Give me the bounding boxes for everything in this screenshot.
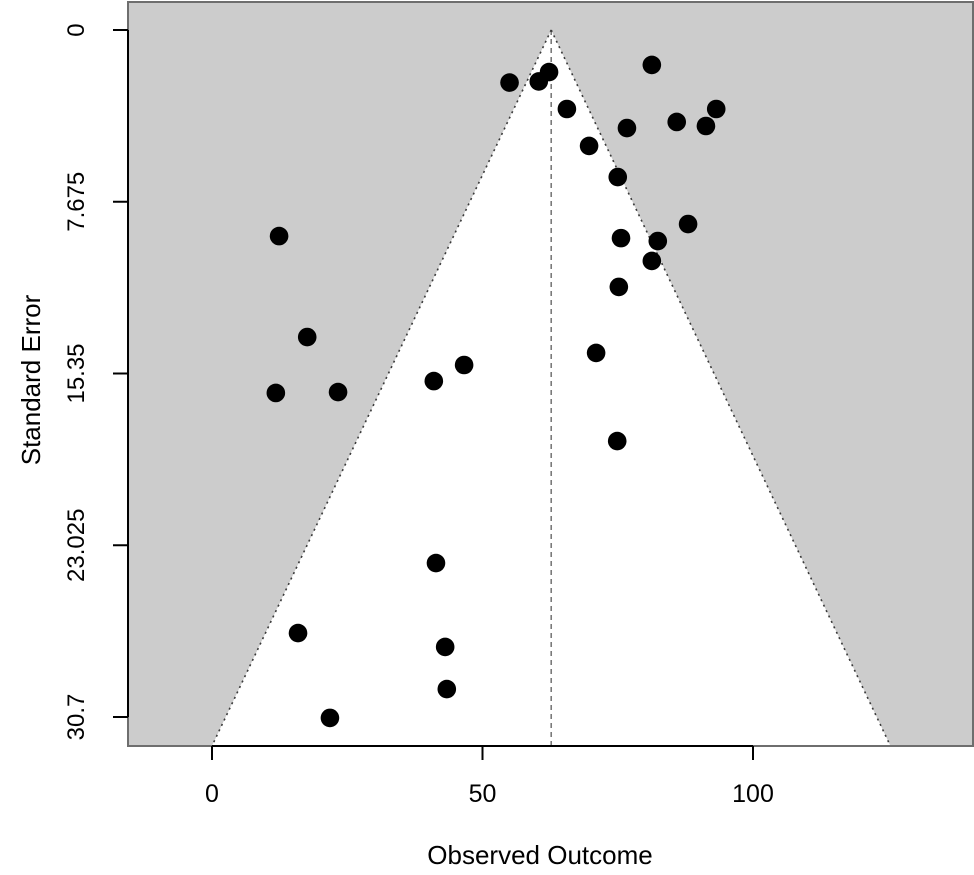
data-point [609,277,629,297]
x-axis-ticks: 0 50 100 [205,746,774,808]
data-point [586,343,606,363]
data-point [678,214,698,234]
data-point [642,55,662,75]
data-point [642,251,662,271]
y-tick-label: 30.7 [63,694,90,741]
data-point [320,708,340,728]
y-tick-label: 7.675 [63,172,90,232]
data-point [611,228,631,248]
data-point [617,118,637,138]
data-point [269,226,289,246]
x-tick-label: 0 [205,780,219,808]
data-point [539,62,559,82]
data-point [266,383,286,403]
data-point [288,623,308,643]
data-point [435,637,455,657]
data-point [424,371,444,391]
data-point [607,431,627,451]
funnel-edge-left [211,29,552,747]
x-tick-label: 50 [469,780,497,808]
y-tick-label: 0 [63,23,90,36]
funnel-edge-right [550,29,892,747]
data-point [500,73,519,92]
data-point [328,382,348,402]
y-axis-ticks: 0 7.675 15.35 23.025 30.7 [63,23,128,740]
data-point [706,99,726,119]
data-point [696,116,716,136]
data-point [437,679,457,699]
data-point [667,112,687,132]
data-point [426,553,446,573]
data-point [648,231,668,251]
funnel-ci-region [211,30,891,746]
y-tick-label: 15.35 [63,343,90,403]
y-axis-title: Standard Error [16,294,46,465]
data-point [608,167,628,187]
data-points [266,55,726,728]
data-point [579,136,599,156]
data-point [297,327,317,347]
y-tick-label: 23.025 [63,509,90,582]
x-tick-label: 100 [732,780,774,808]
data-point [454,355,474,375]
data-point [557,99,577,119]
x-axis-title: Observed Outcome [427,840,652,870]
